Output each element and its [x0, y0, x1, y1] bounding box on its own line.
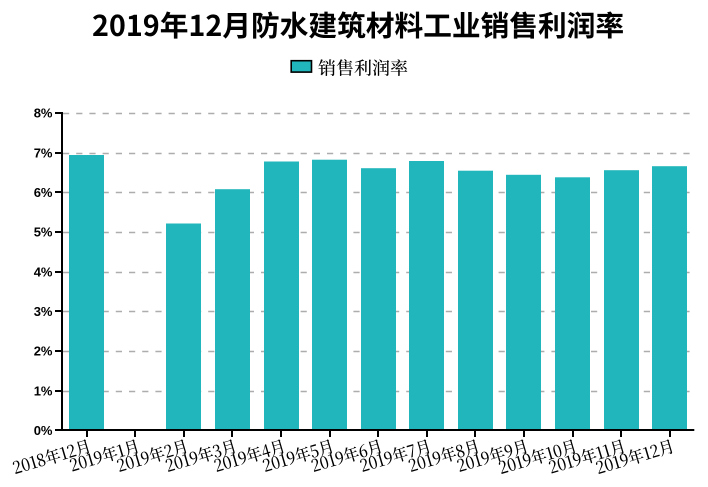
svg-text:5%: 5% — [34, 225, 53, 240]
svg-text:7%: 7% — [34, 145, 53, 160]
svg-text:6%: 6% — [34, 185, 53, 200]
svg-text:0%: 0% — [34, 423, 53, 438]
svg-text:3%: 3% — [34, 304, 53, 319]
svg-text:2%: 2% — [34, 344, 53, 359]
svg-text:4%: 4% — [34, 264, 53, 279]
svg-text:8%: 8% — [34, 106, 53, 121]
svg-text:1%: 1% — [34, 383, 53, 398]
